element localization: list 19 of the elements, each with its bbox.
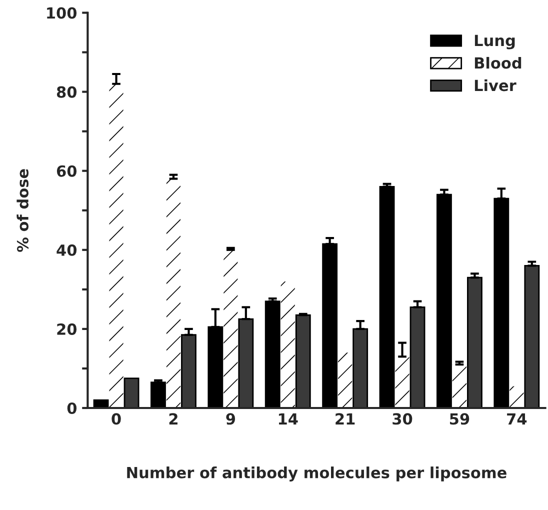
x-tick-label: 9: [226, 413, 236, 425]
x-tick-label: 30: [392, 413, 412, 425]
x-tick-label: 0: [112, 413, 121, 425]
y-tick-label: 80: [56, 86, 77, 98]
legend-label: Liver: [474, 79, 516, 92]
x-tick-label: 74: [507, 413, 527, 424]
x-tick-label: 59: [450, 413, 470, 425]
y-tick-label: 60: [56, 165, 77, 177]
y-tick-label: 40: [56, 244, 77, 256]
x-axis-title: Number of antibody molecules per liposome: [127, 466, 506, 482]
x-tick-label: 21: [336, 413, 355, 424]
y-tick-label: 100: [47, 7, 77, 19]
y-tick-label: 20: [57, 323, 77, 335]
y-axis-title: % of dose: [16, 169, 29, 252]
x-tick-label: 2: [169, 413, 178, 424]
legend-label: Lung: [474, 34, 515, 50]
legend-label: Blood: [474, 56, 522, 69]
y-tick-label: 0: [67, 402, 77, 414]
x-tick-label: 14: [278, 413, 298, 424]
